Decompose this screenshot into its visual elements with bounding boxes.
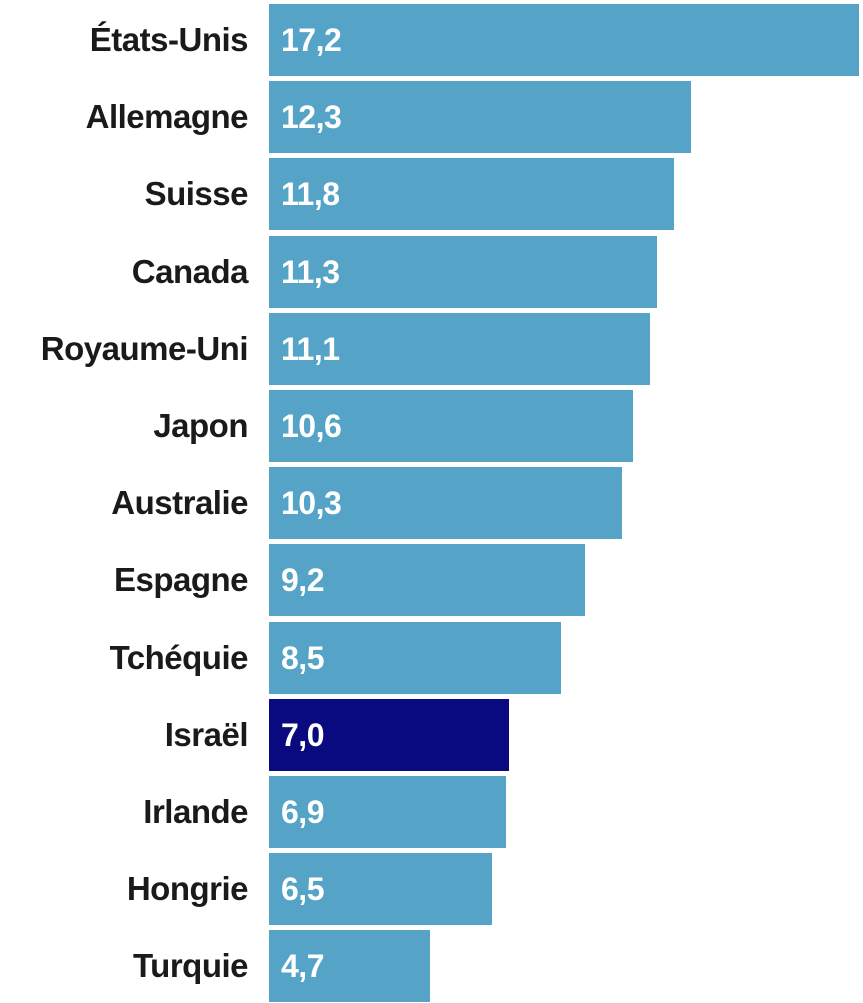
category-label: Hongrie xyxy=(126,870,249,908)
category-label: Turquie xyxy=(132,947,249,985)
value-label: 4,7 xyxy=(281,948,324,985)
value-label: 7,0 xyxy=(281,716,324,753)
bar xyxy=(269,930,431,1003)
value-label: 11,3 xyxy=(281,253,340,290)
category-label: Allemagne xyxy=(85,98,249,136)
bar xyxy=(269,467,623,540)
bar xyxy=(269,390,633,462)
bar xyxy=(269,853,492,926)
value-label: 17,2 xyxy=(281,22,342,58)
value-label: 12,3 xyxy=(281,99,342,136)
bar xyxy=(269,81,691,154)
value-label: 6,5 xyxy=(281,871,324,908)
category-label: Espagne xyxy=(113,561,249,599)
bar xyxy=(269,235,657,308)
bar xyxy=(269,698,510,771)
value-label: 9,2 xyxy=(281,562,324,599)
category-label: Tchéquie xyxy=(109,638,249,676)
category-label: Canada xyxy=(131,252,249,290)
bar xyxy=(269,544,585,617)
value-label: 11,1 xyxy=(281,330,340,367)
bar xyxy=(269,158,674,231)
category-label: Japon xyxy=(153,407,248,444)
value-label: 6,9 xyxy=(281,794,324,830)
value-label: 10,6 xyxy=(281,408,342,444)
category-label: Australie xyxy=(111,484,248,522)
value-label: 8,5 xyxy=(281,639,324,676)
category-label: Suisse xyxy=(144,175,249,213)
category-label: Royaume-Uni xyxy=(40,329,249,367)
category-label: États-Unis xyxy=(89,21,249,58)
value-label: 11,8 xyxy=(281,176,340,213)
value-label: 10,3 xyxy=(281,485,342,522)
bar xyxy=(269,4,859,76)
bar xyxy=(269,776,506,848)
bar xyxy=(269,621,561,694)
bar xyxy=(269,312,650,385)
category-label: Irlande xyxy=(143,793,248,830)
category-label: Israël xyxy=(164,715,249,753)
